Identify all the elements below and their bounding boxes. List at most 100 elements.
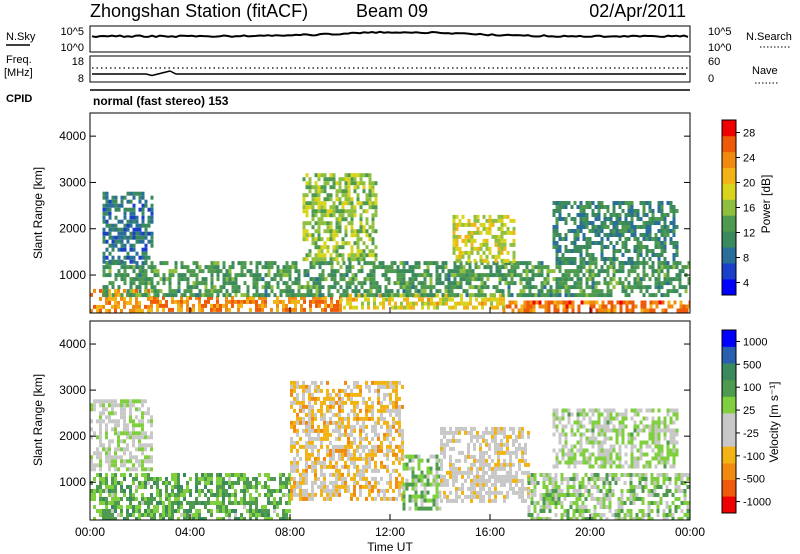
velocity-cell-r4 <box>488 430 491 435</box>
power-cell-r4 <box>201 277 205 282</box>
power-cell-r1 <box>189 295 192 300</box>
power-cell-r4 <box>183 265 187 270</box>
power-cell-r8 <box>606 257 610 261</box>
power-cell-r4 <box>144 293 148 298</box>
velocity-cell-r1 <box>126 443 129 448</box>
power-cell-r4 <box>447 273 451 278</box>
velocity-cell-r2 <box>296 412 299 417</box>
velocity-cell-r3 <box>405 486 409 491</box>
velocity-cell-r4 <box>521 446 524 451</box>
velocity-cell-r5 <box>584 505 588 509</box>
power-cell-r8 <box>603 205 607 209</box>
velocity-cell-r2 <box>341 472 344 477</box>
power-cell-r5 <box>114 239 118 244</box>
velocity-cell-r2 <box>329 432 332 437</box>
velocity-cell-r1 <box>108 443 111 448</box>
power-colorbar-tick-label: 4 <box>743 278 749 290</box>
power-cell-r0 <box>123 296 126 301</box>
velocity-cell-r2 <box>380 440 383 445</box>
power-cell-r4 <box>396 281 400 286</box>
velocity-cell-r2 <box>365 468 368 473</box>
velocity-cell-r1 <box>108 419 111 424</box>
velocity-cell-r2 <box>389 476 392 481</box>
power-cell-r8 <box>675 245 679 249</box>
power-cell-r8 <box>555 225 559 229</box>
velocity-cell-r3 <box>411 486 415 491</box>
velocity-cell-r0 <box>90 493 93 497</box>
velocity-cell-r0 <box>282 517 285 520</box>
power-cell-r4 <box>366 289 370 294</box>
power-cell-r7 <box>497 242 501 247</box>
velocity-cell-r4 <box>479 474 482 479</box>
velocity-cell-r5 <box>620 505 624 509</box>
velocity-cell-r2 <box>290 420 293 425</box>
velocity-cell-r1 <box>135 467 138 472</box>
velocity-cell-r2 <box>347 452 350 457</box>
velocity-cell-r5 <box>566 493 570 497</box>
velocity-cell-r4 <box>473 454 476 459</box>
power-cell-r8 <box>561 261 565 265</box>
velocity-cell-r5 <box>593 505 597 509</box>
power-cell-r3 <box>631 308 635 313</box>
velocity-cell-r5 <box>569 477 573 481</box>
velocity-cell-r0 <box>264 481 267 485</box>
power-cell-r2 <box>406 297 409 302</box>
power-cell-r5 <box>102 231 106 236</box>
power-cell-r6 <box>371 185 375 190</box>
velocity-cell-r2 <box>347 420 350 425</box>
power-cell-r5 <box>123 247 127 252</box>
velocity-cell-r4 <box>485 458 488 463</box>
power-cell-r6 <box>323 257 327 262</box>
power-cell-r4 <box>315 277 319 282</box>
power-cell-r6 <box>320 209 324 214</box>
power-cell-r8 <box>612 221 616 225</box>
velocity-cell-r2 <box>380 384 383 389</box>
power-cell-r6 <box>302 193 306 198</box>
power-cell-r7 <box>485 246 489 251</box>
velocity-cell-r5 <box>554 481 558 485</box>
power-cell-r8 <box>654 241 658 245</box>
velocity-cell-r5 <box>542 497 546 501</box>
velocity-cell-r2 <box>308 456 311 461</box>
velocity-cell-r5 <box>566 517 570 520</box>
velocity-cell-r4 <box>485 478 488 483</box>
velocity-cell-r0 <box>231 481 234 485</box>
power-cell-r8 <box>600 225 604 229</box>
power-cell-r3 <box>682 304 686 309</box>
power-cell-r1 <box>210 295 213 300</box>
power-cell-r8 <box>615 229 619 233</box>
power-cell-r3 <box>598 304 602 309</box>
power-cell-r6 <box>314 197 318 202</box>
velocity-cell-r4 <box>446 498 449 503</box>
velocity-cell-r5 <box>584 517 588 520</box>
power-cell-r4 <box>270 289 274 294</box>
power-cell-r2 <box>367 297 370 302</box>
power-cell-r1 <box>294 299 297 304</box>
power-cell-r4 <box>591 285 595 290</box>
velocity-cell-r0 <box>252 477 255 481</box>
power-cell-r1 <box>186 295 189 300</box>
velocity-cell-r2 <box>335 420 338 425</box>
velocity-cell-r2 <box>347 424 350 429</box>
power-cell-r4 <box>564 273 568 278</box>
velocity-cell-r4 <box>464 470 467 475</box>
power-cell-r4 <box>255 273 259 278</box>
velocity-cell-r2 <box>359 408 362 413</box>
power-cell-r1 <box>288 299 291 304</box>
power-cell-r5 <box>105 231 109 236</box>
power-cell-r4 <box>174 265 178 270</box>
power-cell-r6 <box>305 237 309 242</box>
power-cell-r3 <box>625 308 629 313</box>
power-cell-r6 <box>320 221 324 226</box>
velocity-cell-r0 <box>189 489 192 493</box>
power-cell-r4 <box>453 293 457 298</box>
velocity-cell-r5 <box>650 509 654 513</box>
power-cell-r3 <box>661 308 665 313</box>
power-cell-r4 <box>507 293 511 298</box>
velocity-cell-r5 <box>548 505 552 509</box>
power-cell-r8 <box>588 241 592 245</box>
power-cell-r4 <box>384 265 388 270</box>
velocity-cell-r0 <box>201 473 204 477</box>
power-cell-r8 <box>585 253 589 257</box>
power-cell-r4 <box>564 277 568 282</box>
